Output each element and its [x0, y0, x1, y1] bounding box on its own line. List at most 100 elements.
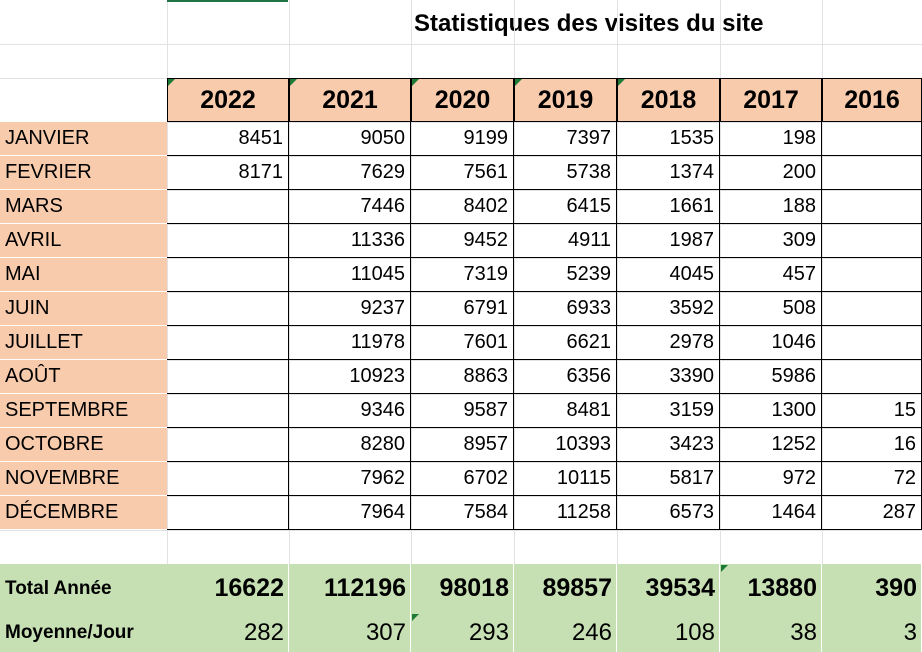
- value-cell-2018[interactable]: 4045: [617, 258, 720, 292]
- value-cell-2016[interactable]: [822, 292, 922, 326]
- value-cell-2020[interactable]: 9452: [411, 224, 514, 258]
- value-cell-2016[interactable]: 16: [822, 428, 922, 462]
- year-header-2018[interactable]: 2018: [617, 78, 720, 122]
- value-cell-2018[interactable]: 1661: [617, 190, 720, 224]
- value-cell-2017[interactable]: 1464: [720, 496, 822, 530]
- value-cell-2021[interactable]: 9050: [289, 122, 411, 156]
- value-cell-2016[interactable]: [822, 122, 922, 156]
- value-cell-2017[interactable]: 457: [720, 258, 822, 292]
- value-cell-2020[interactable]: 9199: [411, 122, 514, 156]
- value-cell-2021[interactable]: 11336: [289, 224, 411, 258]
- year-header-2022[interactable]: 2022: [167, 78, 289, 122]
- value-cell-2019[interactable]: 5239: [514, 258, 617, 292]
- total-label[interactable]: Total Année: [0, 564, 167, 613]
- value-cell-2022[interactable]: 8171: [167, 156, 289, 190]
- year-header-2017[interactable]: 2017: [720, 78, 822, 122]
- value-cell-2022[interactable]: 8451: [167, 122, 289, 156]
- year-header-2019[interactable]: 2019: [514, 78, 617, 122]
- month-label-d-cembre[interactable]: DÉCEMBRE: [0, 496, 167, 530]
- value-cell-2021[interactable]: 9237: [289, 292, 411, 326]
- value-cell-2021[interactable]: 7962: [289, 462, 411, 496]
- value-cell-2022[interactable]: [167, 258, 289, 292]
- total-cell-2018[interactable]: 39534: [617, 564, 720, 613]
- value-cell-2022[interactable]: [167, 428, 289, 462]
- month-label-mai[interactable]: MAI: [0, 258, 167, 292]
- value-cell-2022[interactable]: [167, 326, 289, 360]
- value-cell-2021[interactable]: 11978: [289, 326, 411, 360]
- value-cell-2022[interactable]: [167, 496, 289, 530]
- value-cell-2021[interactable]: 10923: [289, 360, 411, 394]
- value-cell-2022[interactable]: [167, 394, 289, 428]
- value-cell-2021[interactable]: 7964: [289, 496, 411, 530]
- month-label-septembre[interactable]: SEPTEMBRE: [0, 394, 167, 428]
- value-cell-2016[interactable]: [822, 360, 922, 394]
- value-cell-2020[interactable]: 8957: [411, 428, 514, 462]
- value-cell-2017[interactable]: 309: [720, 224, 822, 258]
- value-cell-2016[interactable]: 287: [822, 496, 922, 530]
- value-cell-2018[interactable]: 5817: [617, 462, 720, 496]
- month-label-avril[interactable]: AVRIL: [0, 224, 167, 258]
- value-cell-2019[interactable]: 11258: [514, 496, 617, 530]
- value-cell-2020[interactable]: 9587: [411, 394, 514, 428]
- month-label-ao-t[interactable]: AOÛT: [0, 360, 167, 394]
- value-cell-2017[interactable]: 1252: [720, 428, 822, 462]
- value-cell-2017[interactable]: 1300: [720, 394, 822, 428]
- value-cell-2016[interactable]: 72: [822, 462, 922, 496]
- value-cell-2019[interactable]: 8481: [514, 394, 617, 428]
- sheet-title[interactable]: Statistiques des visites du site: [414, 10, 764, 37]
- value-cell-2021[interactable]: 7629: [289, 156, 411, 190]
- month-label-janvier[interactable]: JANVIER: [0, 122, 167, 156]
- value-cell-2021[interactable]: 7446: [289, 190, 411, 224]
- value-cell-2022[interactable]: [167, 224, 289, 258]
- value-cell-2020[interactable]: 7319: [411, 258, 514, 292]
- value-cell-2019[interactable]: 5738: [514, 156, 617, 190]
- value-cell-2018[interactable]: 1535: [617, 122, 720, 156]
- average-cell-2019[interactable]: 246: [514, 613, 617, 652]
- value-cell-2017[interactable]: 188: [720, 190, 822, 224]
- value-cell-2020[interactable]: 7561: [411, 156, 514, 190]
- average-cell-2018[interactable]: 108: [617, 613, 720, 652]
- value-cell-2018[interactable]: 6573: [617, 496, 720, 530]
- value-cell-2022[interactable]: [167, 462, 289, 496]
- value-cell-2016[interactable]: [822, 258, 922, 292]
- month-label-octobre[interactable]: OCTOBRE: [0, 428, 167, 462]
- value-cell-2019[interactable]: 6933: [514, 292, 617, 326]
- value-cell-2018[interactable]: 1374: [617, 156, 720, 190]
- total-cell-2022[interactable]: 16622: [167, 564, 289, 613]
- value-cell-2020[interactable]: 7584: [411, 496, 514, 530]
- average-cell-2017[interactable]: 38: [720, 613, 822, 652]
- value-cell-2018[interactable]: 2978: [617, 326, 720, 360]
- value-cell-2017[interactable]: 200: [720, 156, 822, 190]
- total-cell-2020[interactable]: 98018: [411, 564, 514, 613]
- month-label-juin[interactable]: JUIN: [0, 292, 167, 326]
- month-label-mars[interactable]: MARS: [0, 190, 167, 224]
- average-cell-2022[interactable]: 282: [167, 613, 289, 652]
- value-cell-2017[interactable]: 508: [720, 292, 822, 326]
- average-cell-2021[interactable]: 307: [289, 613, 411, 652]
- value-cell-2018[interactable]: 3423: [617, 428, 720, 462]
- value-cell-2022[interactable]: [167, 190, 289, 224]
- total-cell-2017[interactable]: 13880: [720, 564, 822, 613]
- value-cell-2022[interactable]: [167, 292, 289, 326]
- value-cell-2019[interactable]: 10115: [514, 462, 617, 496]
- value-cell-2019[interactable]: 6356: [514, 360, 617, 394]
- value-cell-2016[interactable]: [822, 224, 922, 258]
- value-cell-2020[interactable]: 6791: [411, 292, 514, 326]
- value-cell-2019[interactable]: 10393: [514, 428, 617, 462]
- value-cell-2019[interactable]: 7397: [514, 122, 617, 156]
- value-cell-2016[interactable]: [822, 190, 922, 224]
- value-cell-2017[interactable]: 972: [720, 462, 822, 496]
- value-cell-2020[interactable]: 8863: [411, 360, 514, 394]
- value-cell-2018[interactable]: 3592: [617, 292, 720, 326]
- value-cell-2016[interactable]: 15: [822, 394, 922, 428]
- value-cell-2016[interactable]: [822, 326, 922, 360]
- average-label[interactable]: Moyenne/Jour: [0, 613, 167, 652]
- value-cell-2018[interactable]: 3390: [617, 360, 720, 394]
- value-cell-2021[interactable]: 8280: [289, 428, 411, 462]
- value-cell-2016[interactable]: [822, 156, 922, 190]
- month-label-fevrier[interactable]: FEVRIER: [0, 156, 167, 190]
- value-cell-2020[interactable]: 6702: [411, 462, 514, 496]
- average-cell-2020[interactable]: 293: [411, 613, 514, 652]
- value-cell-2021[interactable]: 9346: [289, 394, 411, 428]
- month-label-juillet[interactable]: JUILLET: [0, 326, 167, 360]
